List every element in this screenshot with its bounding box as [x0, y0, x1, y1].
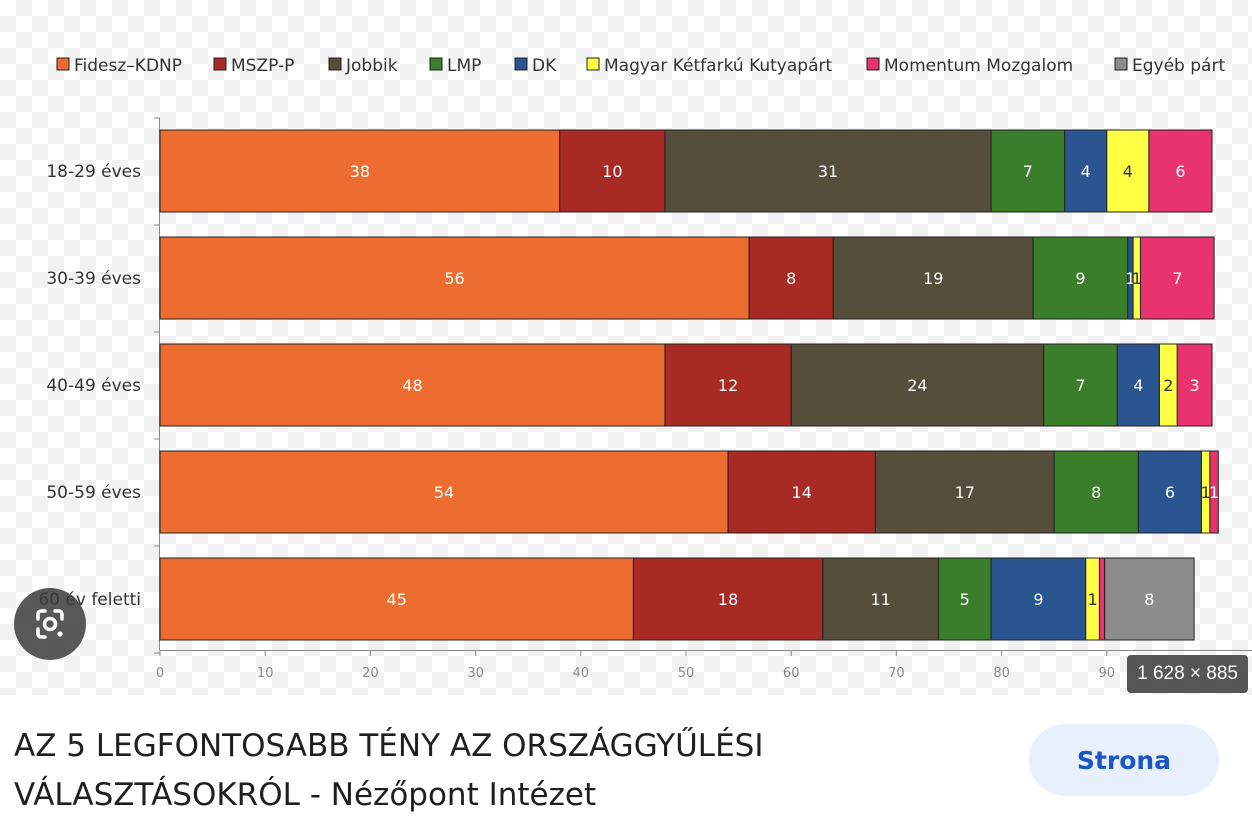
- category-label: 30-39 éves: [46, 269, 141, 289]
- data-label: 1: [1088, 590, 1098, 609]
- bar-segment-mszp-p: [664, 343, 792, 427]
- bar-segment-fidesz-kdnp: [159, 129, 561, 213]
- x-tick-label: 20: [362, 666, 379, 681]
- result-title-line-2[interactable]: VÁLASZTÁSOKRÓL - Nézőpont Intézet: [14, 777, 597, 813]
- result-title-line-1[interactable]: AZ 5 LEGFONTOSABB TÉNY AZ ORSZÁGGYŰLÉSI: [14, 728, 764, 764]
- data-label: 56: [444, 269, 464, 288]
- data-label: 1: [1201, 483, 1211, 502]
- data-label: 48: [402, 376, 422, 395]
- data-label: 31: [818, 162, 838, 181]
- x-tick-label: 70: [888, 666, 905, 681]
- bar-segment-dk: [1137, 450, 1202, 534]
- visit-page-button[interactable]: Strona: [1029, 724, 1219, 796]
- data-label: 1: [1209, 483, 1219, 502]
- data-label: 9: [1075, 269, 1085, 288]
- bar-segment-momentum-mozgalom: [1148, 129, 1213, 213]
- x-tick-label: 50: [678, 666, 695, 681]
- bar-segment-jobbik: [832, 236, 1034, 320]
- bar-segment-lmp: [1043, 343, 1118, 427]
- category-label: 18-29 éves: [46, 162, 141, 182]
- image-preview: Fidesz–KDNP MSZP-P Jobbik LMP DK Magyar Kétfa…: [0, 0, 1252, 695]
- bar-segment-momentum-mozgalom: [1176, 343, 1213, 427]
- legend-swatch-jobbik: [328, 57, 342, 71]
- bar-segment-jobbik: [874, 450, 1055, 534]
- data-label: 9: [1033, 590, 1043, 609]
- legend-swatch-lmp: [429, 57, 443, 71]
- data-label: 19: [923, 269, 943, 288]
- result-title[interactable]: AZ 5 LEGFONTOSABB TÉNY AZ ORSZÁGGYŰLÉSI …: [14, 722, 914, 820]
- bar-segment-jobbik: [790, 343, 1045, 427]
- x-tick-label: 90: [1099, 666, 1116, 681]
- data-label: 8: [786, 269, 796, 288]
- data-label: 12: [718, 376, 738, 395]
- x-tick-label: 60: [783, 666, 800, 681]
- x-tick-label: 0: [156, 666, 164, 681]
- legend-label-lmp: LMP: [447, 56, 481, 76]
- legend-swatch-fidesz-kdnp: [56, 57, 70, 71]
- data-label: 4: [1081, 162, 1091, 181]
- legend-label-fidesz-kdnp: Fidesz–KDNP: [74, 56, 182, 76]
- bar-segment-momentum-mozgalom: [1209, 450, 1219, 534]
- bar-segment-fidesz-kdnp: [159, 450, 729, 534]
- data-label: 10: [602, 162, 622, 181]
- data-label: 14: [792, 483, 812, 502]
- data-label: 7: [1075, 376, 1085, 395]
- x-tick-label: 30: [467, 666, 484, 681]
- data-label: 3: [1190, 376, 1200, 395]
- data-label: 1: [1132, 269, 1142, 288]
- x-tick-label: 40: [573, 666, 590, 681]
- data-label: 45: [387, 590, 407, 609]
- bar-segment-fidesz-kdnp: [159, 343, 666, 427]
- data-label: 4: [1133, 376, 1143, 395]
- data-label: 38: [350, 162, 370, 181]
- bar-segment-mszp-p: [559, 129, 666, 213]
- bar-segment-lmp: [937, 557, 992, 641]
- legend-label-momentum-mozgalom: Momentum Mozgalom: [884, 56, 1073, 76]
- x-tick-label: 10: [257, 666, 274, 681]
- bar-segment-fidesz-kdnp: [159, 557, 634, 641]
- legend-label-magyar-ketfarku-kutyapart: Magyar Kétfarkú Kutyapárt: [604, 56, 832, 76]
- data-label: 1: [1125, 269, 1135, 288]
- bar-segment-momentum-mozgalom: [1139, 236, 1215, 320]
- legend-label-mszp-p: MSZP-P: [231, 56, 294, 76]
- data-label: 2: [1163, 376, 1173, 395]
- bar-segment-momentum-mozgalom: [1098, 557, 1106, 641]
- legend-swatch-dk: [514, 57, 528, 71]
- legend-label-dk: DK: [532, 56, 557, 76]
- google-lens-icon: [36, 609, 64, 639]
- bar-segment-fidesz-kdnp: [159, 236, 750, 320]
- bar-segment-lmp: [1032, 236, 1129, 320]
- image-dimensions-badge: 1 628 × 885: [1127, 655, 1248, 693]
- data-label: 5: [960, 590, 970, 609]
- bar-segment-egyeb-part: [1104, 557, 1195, 641]
- data-label: 11: [870, 590, 890, 609]
- data-label: 17: [955, 483, 975, 502]
- data-label: 54: [434, 483, 454, 502]
- legend-swatch-mszp-p: [213, 57, 227, 71]
- data-label: 24: [907, 376, 927, 395]
- data-label: 8: [1091, 483, 1101, 502]
- data-label: 7: [1023, 162, 1033, 181]
- bar-segment-mszp-p: [727, 450, 876, 534]
- legend-label-egyeb-part: Egyéb párt: [1132, 56, 1225, 76]
- legend-swatch-magyar-ketfarku-kutyapart: [586, 57, 600, 71]
- legend-label-jobbik: Jobbik: [345, 56, 398, 76]
- data-label: 8: [1144, 590, 1154, 609]
- data-label: 7: [1172, 269, 1182, 288]
- data-label: 18: [718, 590, 738, 609]
- data-label: 6: [1165, 483, 1175, 502]
- x-tick-label: 80: [993, 666, 1010, 681]
- stacked-bar-chart: Fidesz–KDNP MSZP-P Jobbik LMP DK Magyar Kétfa…: [38, 56, 1252, 681]
- bar-segment-magyar-ketfarku-kutyapart: [1106, 129, 1150, 213]
- data-label: 4: [1123, 162, 1133, 181]
- bar-segment-dk: [990, 557, 1087, 641]
- bar-segment-jobbik: [664, 129, 992, 213]
- lens-button[interactable]: [14, 588, 86, 660]
- category-label: 50-59 éves: [46, 483, 141, 503]
- data-label: 6: [1175, 162, 1185, 181]
- bar-segment-lmp: [990, 129, 1066, 213]
- category-label: 40-49 éves: [46, 376, 141, 396]
- legend-swatch-egyeb-part: [1114, 57, 1128, 71]
- legend-swatch-momentum-mozgalom: [866, 57, 880, 71]
